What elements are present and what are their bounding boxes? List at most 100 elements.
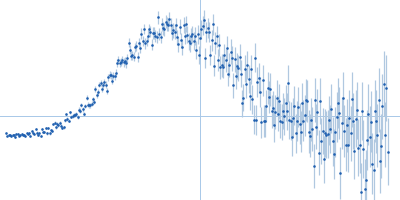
Point [340,96,346,100]
Point [164,22,170,25]
Point [342,143,349,146]
Point [378,145,384,148]
Point [376,98,382,101]
Point [105,76,112,79]
Point [154,36,160,39]
Point [49,129,55,132]
Point [115,58,122,62]
Point [94,93,100,97]
Point [80,108,86,111]
Point [102,83,109,86]
Point [321,158,327,161]
Point [186,40,192,43]
Point [324,132,331,136]
Point [276,100,282,103]
Point [258,121,264,124]
Point [4,134,11,137]
Point [278,120,285,123]
Point [354,109,360,112]
Point [69,114,76,118]
Point [291,104,298,107]
Point [201,18,207,21]
Point [22,135,28,138]
Point [174,36,180,39]
Point [306,134,313,137]
Point [171,30,178,33]
Point [362,187,368,190]
Point [50,122,56,126]
Point [87,104,94,107]
Point [216,44,222,47]
Point [231,58,238,61]
Point [142,42,148,45]
Point [379,105,386,108]
Point [31,132,38,135]
Point [280,110,286,113]
Point [267,88,274,91]
Point [351,150,358,153]
Point [18,132,25,135]
Point [226,63,233,66]
Point [27,134,34,138]
Point [348,132,354,135]
Point [169,31,175,34]
Point [382,133,388,136]
Point [41,130,48,134]
Point [250,118,257,121]
Point [109,79,115,82]
Point [285,82,291,85]
Point [363,178,369,181]
Point [183,22,189,26]
Point [11,133,17,137]
Point [14,132,21,136]
Point [21,133,27,136]
Point [217,66,224,69]
Point [200,24,206,27]
Point [303,99,309,102]
Point [370,169,377,172]
Point [319,130,326,133]
Point [155,16,161,19]
Point [372,109,378,112]
Point [45,127,52,130]
Point [360,147,366,151]
Point [46,132,53,135]
Point [28,129,35,132]
Point [17,133,24,136]
Point [296,122,303,125]
Point [239,102,245,105]
Point [327,127,333,131]
Point [215,58,221,62]
Point [160,26,166,30]
Point [26,132,32,135]
Point [189,33,196,36]
Point [196,53,202,56]
Point [40,130,46,133]
Point [197,37,203,40]
Point [252,56,258,59]
Point [302,114,308,117]
Point [294,119,300,122]
Point [184,33,190,36]
Point [66,119,72,122]
Point [210,23,216,26]
Point [350,119,356,123]
Point [203,31,210,34]
Point [194,33,201,36]
Point [90,98,96,101]
Point [308,118,314,121]
Point [336,111,342,115]
Point [126,41,132,44]
Point [34,131,40,134]
Point [259,79,266,82]
Point [257,90,263,93]
Point [309,127,316,130]
Point [120,61,127,64]
Point [148,43,155,46]
Point [187,42,193,45]
Point [110,74,116,77]
Point [63,113,69,116]
Point [178,39,184,42]
Point [38,134,44,138]
Point [124,57,130,60]
